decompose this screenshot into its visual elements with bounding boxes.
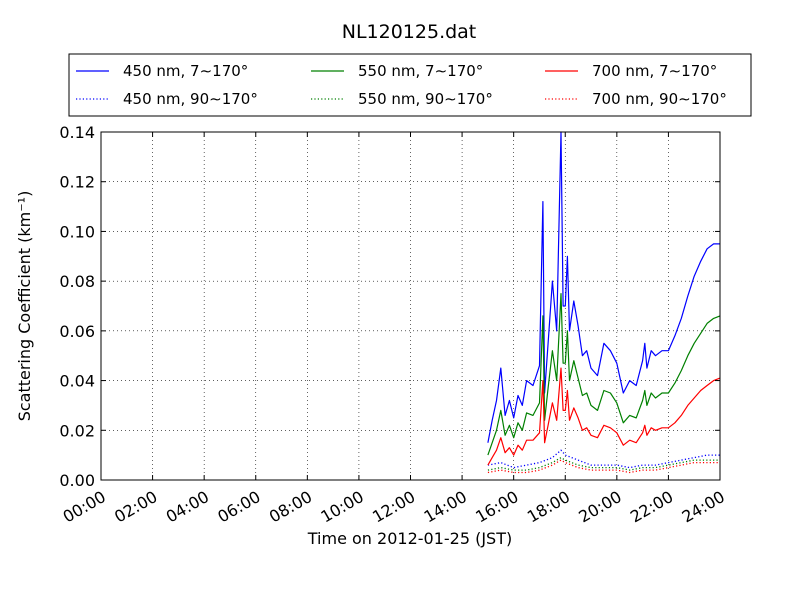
ticks: 00:00 02:00 04:00 06:00 08:00 10:00 12:00 14:00…	[59, 123, 728, 527]
x-tick-label: 06:00	[214, 487, 263, 527]
x-tick-label: 02:00	[111, 487, 160, 527]
legend-label-1: 550 nm, 7∼170°	[358, 62, 483, 80]
legend-label-4: 550 nm, 90∼170°	[358, 90, 493, 108]
x-axis-label: Time on 2012-01-25 (JST)	[307, 529, 512, 548]
series-line-4	[487, 456, 720, 471]
x-tick-label: 00:00	[60, 487, 109, 527]
x-tick-label: 16:00	[472, 487, 521, 527]
y-tick-label: 0.12	[59, 173, 95, 192]
x-tick-label: 18:00	[524, 487, 573, 527]
y-axis-label: Scattering Coefficient (km⁻¹)	[15, 191, 34, 422]
x-tick-label: 22:00	[627, 487, 676, 527]
series-line-0	[487, 131, 720, 443]
legend-label-0: 450 nm, 7∼170°	[123, 62, 248, 80]
y-tick-label: 0.04	[59, 372, 95, 391]
y-tick-label: 0.14	[59, 123, 95, 142]
legend-box	[68, 53, 752, 117]
y-tick-label: 0.00	[59, 471, 95, 490]
legend-label-2: 700 nm, 7∼170°	[592, 62, 717, 80]
x-tick-label: 14:00	[421, 487, 470, 527]
grid	[100, 131, 721, 481]
x-tick-label: 04:00	[163, 487, 212, 527]
legend: 450 nm, 7∼170° 550 nm, 7∼170° 700 nm, 7∼17…	[68, 53, 752, 117]
series-line-3	[487, 449, 720, 469]
y-tick-label: 0.06	[59, 322, 95, 341]
y-tick-label: 0.02	[59, 421, 95, 440]
x-tick-label: 08:00	[266, 487, 315, 527]
x-tick-label: 24:00	[679, 487, 728, 527]
y-tick-label: 0.08	[59, 272, 95, 291]
series-layer	[487, 131, 721, 474]
series-line-2	[487, 367, 721, 466]
chart-title: NL120125.dat	[342, 21, 477, 43]
series-line-5	[487, 459, 720, 474]
y-tick-label: 0.10	[59, 222, 95, 241]
x-tick-label: 20:00	[575, 487, 624, 527]
legend-label-5: 700 nm, 90∼170°	[592, 90, 727, 108]
x-tick-label: 12:00	[369, 487, 418, 527]
series-line-1	[487, 293, 721, 456]
x-tick-label: 10:00	[317, 487, 366, 527]
legend-label-3: 450 nm, 90∼170°	[123, 90, 258, 108]
